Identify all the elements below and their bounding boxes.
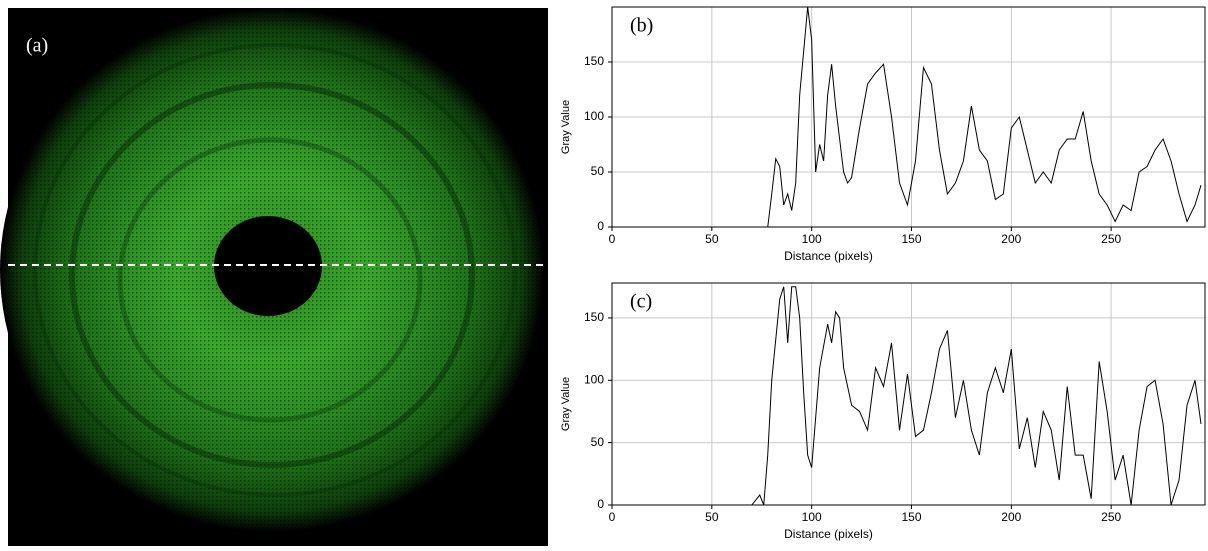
x-tick-label: 50: [705, 232, 719, 246]
y-tick-label: 0: [597, 497, 604, 511]
y-axis-label: Gray Value: [560, 100, 572, 154]
x-tick-label: 200: [1001, 232, 1021, 246]
x-tick-label: 200: [1001, 510, 1021, 524]
x-tick-label: 0: [609, 510, 616, 524]
line-chart: 0 50 100 150 0 50 100 150 200 250 (c) Distance (pix…: [560, 282, 1206, 541]
x-tick-label: 250: [1101, 232, 1121, 246]
panel-label: (c): [630, 291, 652, 313]
panel-label: (a): [26, 35, 48, 57]
y-tick-label: 150: [584, 310, 604, 324]
line-chart: 0 50 100 150 0 50 100 150 200 250 (b) Distance (pix…: [560, 6, 1206, 263]
x-tick-label: 100: [802, 232, 822, 246]
x-tick-label: 0: [609, 232, 616, 246]
x-tick-label: 150: [901, 232, 921, 246]
x-tick-label: 250: [1101, 510, 1121, 524]
x-axis-label: Distance (pixels): [784, 249, 873, 263]
plot-frame: [611, 6, 1206, 228]
y-tick-label: 100: [584, 109, 604, 123]
image-panel: (a): [0, 8, 548, 546]
y-tick-label: 0: [597, 219, 604, 233]
y-tick-label: 50: [591, 164, 605, 178]
y-tick-label: 100: [584, 372, 604, 386]
x-axis-label: Distance (pixels): [784, 527, 873, 541]
x-tick-label: 150: [901, 510, 921, 524]
plot-area: [612, 283, 1205, 505]
y-axis-label: Gray Value: [560, 377, 572, 431]
data-line: [612, 6, 1202, 228]
x-tick-label: 50: [705, 510, 719, 524]
panel-label: (b): [630, 15, 653, 37]
data-line: [612, 286, 1202, 506]
y-tick-label: 50: [591, 435, 605, 449]
y-tick-label: 150: [584, 54, 604, 68]
center-hole: [214, 216, 322, 316]
x-tick-label: 100: [802, 510, 822, 524]
plot-frame: [611, 282, 1206, 506]
